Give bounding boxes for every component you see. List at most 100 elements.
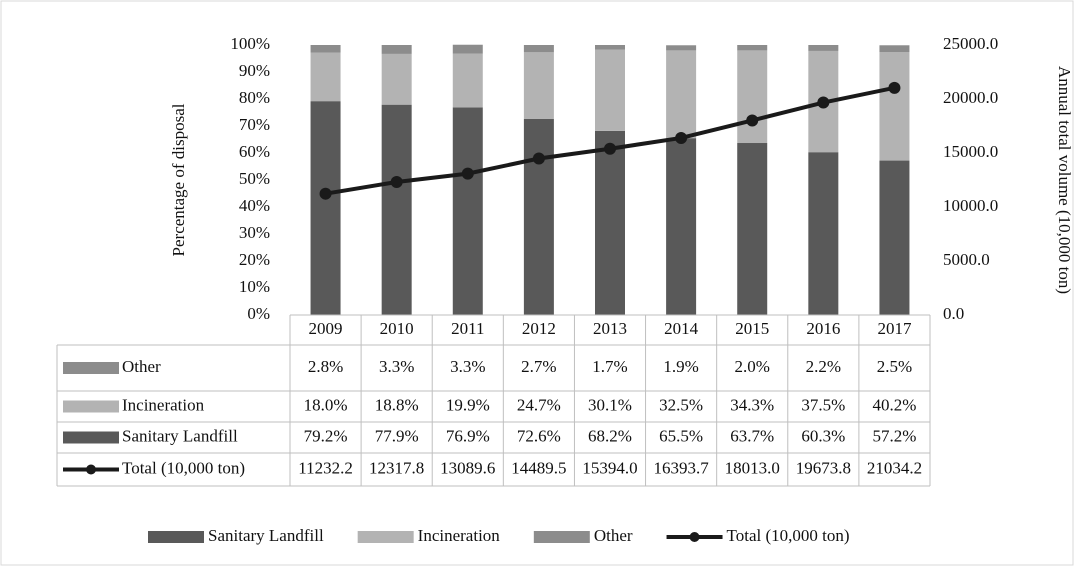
legend-key-marker bbox=[689, 532, 700, 542]
table-row-label: Sanitary Landfill bbox=[122, 426, 238, 445]
x-tick-label: 2011 bbox=[451, 319, 484, 338]
bar-segment bbox=[452, 44, 483, 54]
y-tick-label: 40% bbox=[239, 196, 270, 215]
x-tick-label: 2012 bbox=[522, 319, 556, 338]
y2-axis-label: Annual total volume (10,000 ton) bbox=[1055, 66, 1074, 294]
x-tick-label: 2009 bbox=[309, 319, 343, 338]
bar-segment bbox=[666, 50, 697, 139]
y-tick-label: 100% bbox=[230, 34, 270, 53]
table-cell: 19673.8 bbox=[796, 458, 851, 477]
y-tick-label: 90% bbox=[239, 61, 270, 80]
y2-tick-label: 0.0 bbox=[943, 304, 964, 323]
table-cell: 18013.0 bbox=[725, 458, 780, 477]
table-cell: 57.2% bbox=[872, 426, 916, 445]
line-marker bbox=[888, 81, 901, 94]
x-tick-label: 2016 bbox=[806, 319, 840, 338]
y2-tick-label: 20000.0 bbox=[943, 88, 998, 107]
x-tick-label: 2017 bbox=[877, 319, 912, 338]
x-tick-label: 2014 bbox=[664, 319, 699, 338]
legend-label: Total (10,000 ton) bbox=[727, 526, 850, 545]
line-marker bbox=[746, 114, 759, 127]
y-tick-label: 0% bbox=[247, 304, 270, 323]
bar-segment bbox=[737, 143, 768, 315]
line-marker bbox=[461, 167, 474, 180]
bar-segment bbox=[452, 53, 483, 108]
legend-key bbox=[63, 400, 119, 413]
legend-key bbox=[63, 431, 119, 444]
bar-segment bbox=[381, 104, 412, 315]
table-cell: 32.5% bbox=[659, 395, 703, 414]
table-cell: 16393.7 bbox=[653, 458, 709, 477]
legend-key bbox=[148, 531, 204, 543]
bar-segment bbox=[310, 52, 341, 102]
line-marker bbox=[319, 187, 332, 200]
y-tick-label: 80% bbox=[239, 88, 270, 107]
x-tick-label: 2010 bbox=[380, 319, 414, 338]
bar-segment bbox=[381, 45, 412, 54]
legend-key bbox=[63, 362, 119, 374]
bar-segment bbox=[523, 45, 554, 53]
table-cell: 76.9% bbox=[446, 426, 490, 445]
y2-tick-label: 25000.0 bbox=[943, 34, 998, 53]
table-cell: 3.3% bbox=[379, 357, 414, 376]
table-row-label: Total (10,000 ton) bbox=[122, 458, 245, 477]
bar-segment bbox=[879, 160, 910, 315]
table-cell: 77.9% bbox=[375, 426, 419, 445]
y-tick-label: 30% bbox=[239, 223, 270, 242]
table-cell: 12317.8 bbox=[369, 458, 424, 477]
table-cell: 37.5% bbox=[801, 395, 845, 414]
table-cell: 2.5% bbox=[877, 357, 912, 376]
bar-segment bbox=[595, 130, 625, 315]
table-cell: 11232.2 bbox=[298, 458, 353, 477]
bar-segment bbox=[381, 53, 412, 105]
y-tick-label: 50% bbox=[239, 169, 270, 188]
y-axis-label: Percentage of disposal bbox=[169, 103, 188, 256]
table-cell: 2.0% bbox=[735, 357, 770, 376]
legend-key bbox=[357, 531, 414, 543]
table-cell: 40.2% bbox=[872, 395, 916, 414]
y2-tick-label: 15000.0 bbox=[943, 142, 998, 161]
bar-segment bbox=[523, 52, 554, 119]
table-cell: 13089.6 bbox=[440, 458, 495, 477]
legend-key bbox=[533, 531, 590, 543]
table-cell: 63.7% bbox=[730, 426, 774, 445]
legend-label: Other bbox=[594, 526, 633, 545]
table-cell: 60.3% bbox=[801, 426, 845, 445]
table-cell: 1.7% bbox=[592, 357, 627, 376]
bar-segment bbox=[310, 45, 341, 53]
y-tick-label: 60% bbox=[239, 142, 270, 161]
bar-segment bbox=[523, 118, 554, 315]
bar-segment bbox=[595, 49, 625, 131]
line-marker bbox=[532, 152, 545, 165]
bar-segment bbox=[666, 45, 697, 51]
bar-segment bbox=[737, 45, 768, 51]
bar-segment bbox=[595, 45, 625, 50]
table-cell: 65.5% bbox=[659, 426, 703, 445]
bar-segment bbox=[808, 45, 839, 51]
table-cell: 72.6% bbox=[517, 426, 561, 445]
table-cell: 1.9% bbox=[663, 357, 698, 376]
table-row-label: Other bbox=[122, 357, 161, 376]
table-cell: 21034.2 bbox=[867, 458, 922, 477]
legend-key-marker bbox=[86, 464, 96, 475]
bar-segment bbox=[452, 107, 483, 316]
bar-segment bbox=[310, 101, 341, 315]
y-tick-label: 20% bbox=[239, 250, 270, 269]
table-cell: 2.7% bbox=[521, 357, 556, 376]
bar-segment bbox=[666, 138, 697, 315]
table-cell: 19.9% bbox=[446, 395, 490, 414]
table-cell: 3.3% bbox=[450, 357, 485, 376]
line-marker bbox=[817, 96, 830, 109]
bar-segment bbox=[879, 52, 910, 161]
y-tick-label: 10% bbox=[239, 277, 270, 296]
table-cell: 2.8% bbox=[308, 357, 343, 376]
line-marker bbox=[675, 131, 688, 144]
x-tick-label: 2015 bbox=[735, 319, 769, 338]
table-cell: 15394.0 bbox=[582, 458, 637, 477]
x-tick-label: 2013 bbox=[593, 319, 627, 338]
line-marker bbox=[604, 142, 616, 155]
table-row-label: Incineration bbox=[122, 395, 205, 414]
bar-segment bbox=[808, 152, 839, 315]
table-cell: 30.1% bbox=[588, 395, 632, 414]
table-cell: 14489.5 bbox=[511, 458, 566, 477]
